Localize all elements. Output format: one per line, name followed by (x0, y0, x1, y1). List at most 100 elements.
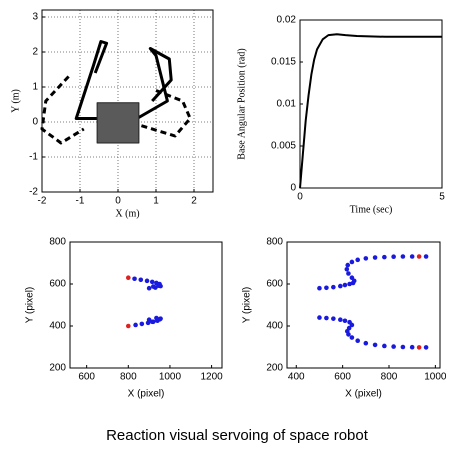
y-axis-label: Y (m) (10, 89, 21, 113)
point (363, 340, 369, 346)
point (355, 338, 361, 344)
point (344, 267, 350, 272)
point (349, 275, 355, 281)
x-tick-label: 1200 (200, 372, 223, 383)
plot-frame (299, 19, 443, 189)
point (331, 284, 336, 290)
x-tick-label: 5 (439, 192, 445, 203)
y-tick-label: 0.01 (277, 99, 297, 110)
y-tick-label: -2 (29, 187, 38, 198)
point (355, 257, 361, 263)
point (349, 259, 355, 265)
point (423, 254, 429, 259)
point (347, 281, 352, 287)
point (126, 275, 131, 281)
point (158, 283, 163, 289)
point (349, 322, 355, 328)
point (317, 315, 322, 320)
caption: Reaction visual servoing of space robot (106, 427, 369, 444)
point (146, 317, 152, 323)
point (363, 256, 369, 261)
x-axis-label: X (pixel) (345, 389, 382, 400)
x-tick-label: -1 (76, 196, 85, 207)
point (349, 335, 355, 340)
y-tick-label: 0.005 (271, 141, 296, 152)
x-tick-label: 800 (381, 372, 398, 383)
point (139, 321, 145, 327)
x-tick-label: 600 (78, 372, 95, 383)
y-axis-label: Base Angular Position (rad) (236, 48, 247, 159)
y-tick-label: 2 (32, 47, 38, 58)
x-tick-label: 0 (115, 196, 121, 207)
line (299, 33, 442, 189)
point (423, 345, 429, 350)
line (40, 75, 85, 145)
point (158, 316, 163, 321)
point (409, 344, 415, 350)
point (146, 285, 152, 291)
line (74, 40, 109, 120)
y-tick-label: 0.02 (277, 15, 297, 26)
y-tick-label: 0.015 (271, 57, 296, 68)
point (154, 315, 159, 321)
x-tick-label: 400 (288, 372, 305, 383)
y-tick-label: 400 (266, 321, 283, 332)
point (372, 255, 378, 260)
point (153, 285, 158, 290)
point (351, 278, 357, 284)
y-tick-label: 400 (49, 321, 66, 332)
y-tick-label: 600 (266, 279, 283, 290)
y-tick-label: 3 (32, 12, 38, 23)
point (372, 342, 378, 348)
point (382, 343, 387, 349)
point (149, 279, 155, 285)
point (416, 254, 422, 259)
point (126, 323, 131, 329)
point (317, 285, 322, 291)
point (342, 282, 348, 288)
point (331, 316, 336, 321)
x-tick-label: 0 (297, 192, 303, 203)
y-tick-label: -1 (29, 152, 38, 163)
x-tick-label: -2 (38, 196, 47, 207)
x-tick-label: 2 (191, 196, 197, 207)
y-tick-label: 600 (49, 279, 66, 290)
point (391, 254, 396, 259)
point (133, 322, 138, 328)
point (416, 345, 422, 350)
point (346, 332, 351, 337)
x-axis-label: X (pixel) (128, 389, 165, 400)
y-tick-label: 0 (290, 183, 296, 194)
point (138, 277, 144, 283)
x-axis-label: Time (sec) (350, 204, 393, 215)
y-tick-label: 200 (49, 363, 66, 374)
point (382, 254, 387, 260)
x-tick-label: 1000 (159, 372, 182, 383)
plot-frame (41, 9, 214, 193)
plot-frame (69, 241, 223, 369)
x-tick-label: 1 (153, 196, 159, 207)
point (338, 317, 343, 323)
point (345, 262, 351, 268)
point (400, 254, 406, 259)
y-tick-label: 1 (32, 82, 38, 93)
plot-frame (286, 241, 441, 369)
point (132, 276, 137, 282)
point (400, 344, 406, 350)
x-tick-label: 1000 (424, 372, 447, 383)
x-axis-label: X (m) (115, 208, 139, 219)
point (346, 271, 351, 276)
y-tick-label: 800 (266, 237, 283, 248)
point (338, 283, 343, 289)
point (409, 254, 415, 259)
y-tick-label: 800 (49, 237, 66, 248)
x-tick-label: 800 (120, 372, 137, 383)
y-axis-label: Y (pixel) (25, 287, 36, 324)
y-tick-label: 0 (32, 117, 38, 128)
y-axis-label: Y (pixel) (242, 287, 253, 324)
y-tick-label: 200 (266, 363, 283, 374)
x-tick-label: 600 (334, 372, 351, 383)
point (144, 278, 150, 284)
point (324, 285, 329, 291)
